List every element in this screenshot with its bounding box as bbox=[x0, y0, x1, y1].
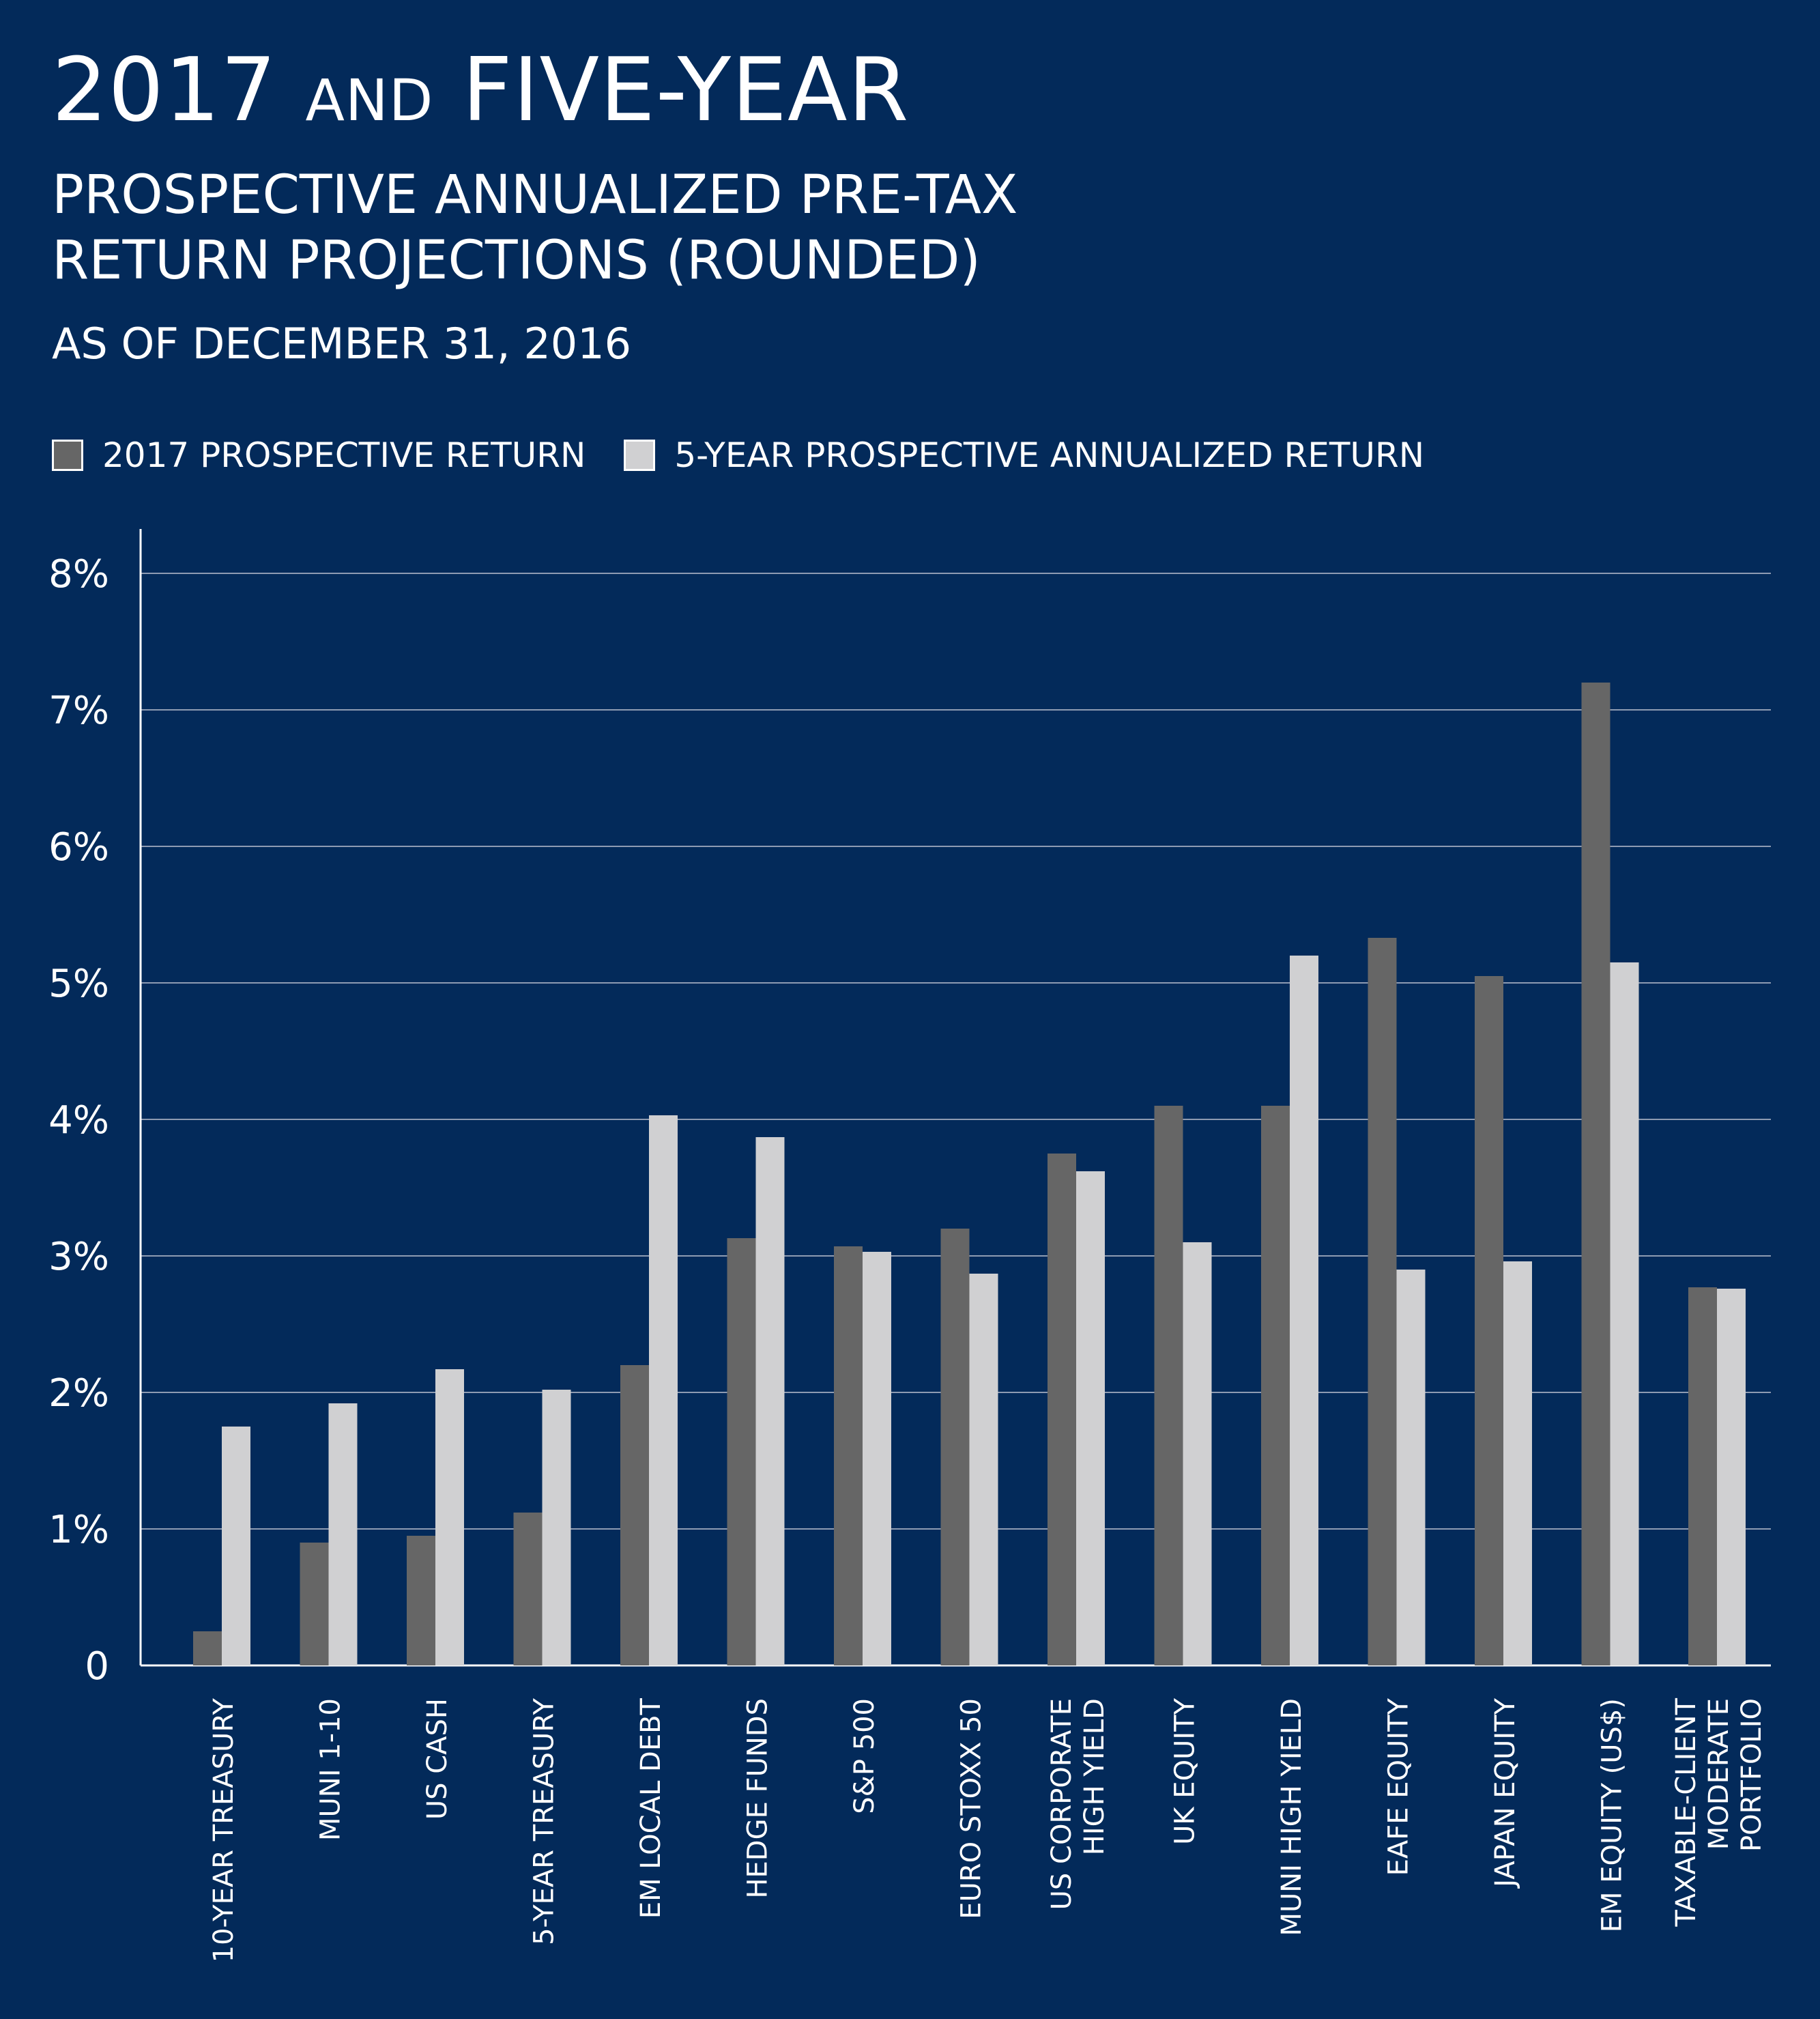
chart-legend: 2017 PROSPECTIVE RETURN 5-YEAR PROSPECTI… bbox=[52, 435, 1462, 475]
as-of-date: AS OF DECEMBER 31, 2016 bbox=[52, 319, 632, 369]
bar-2017 bbox=[1688, 1287, 1717, 1665]
x-tick-label: 10-YEAR TREASURY bbox=[208, 1698, 240, 1962]
bar-5yr bbox=[1076, 1171, 1105, 1665]
bar-5yr bbox=[1396, 1270, 1426, 1665]
bar-5yr bbox=[755, 1137, 785, 1665]
bar-5yr bbox=[435, 1369, 464, 1665]
y-tick-label: 2% bbox=[48, 1371, 109, 1416]
bar-5yr bbox=[1717, 1289, 1746, 1665]
x-tick-label: S&P 500 bbox=[849, 1698, 880, 1814]
bar-5yr bbox=[328, 1403, 358, 1665]
bar-5yr bbox=[1183, 1242, 1212, 1665]
legend-swatch-2017 bbox=[52, 440, 83, 471]
bar-2017 bbox=[1475, 976, 1503, 1665]
subtitle-line-2: RETURN PROJECTIONS (ROUNDED) bbox=[52, 230, 981, 291]
bar-5yr bbox=[1610, 962, 1639, 1665]
bar-2017 bbox=[300, 1543, 329, 1665]
chart-subtitle: PROSPECTIVE ANNUALIZED PRE-TAX RETURN PR… bbox=[52, 162, 1017, 293]
title-connector: AND bbox=[305, 67, 434, 134]
y-tick-label: 0 bbox=[85, 1644, 109, 1689]
x-tick-label: EAFE EQUITY bbox=[1383, 1698, 1415, 1876]
legend-label-2017: 2017 PROSPECTIVE RETURN bbox=[102, 435, 586, 475]
legend-item-5yr: 5-YEAR PROSPECTIVE ANNUALIZED RETURN bbox=[624, 435, 1424, 475]
y-tick-label: 3% bbox=[48, 1235, 109, 1279]
subtitle-line-1: PROSPECTIVE ANNUALIZED PRE-TAX bbox=[52, 164, 1018, 226]
x-tick-label: MODERATE bbox=[1703, 1698, 1735, 1850]
bar-5yr bbox=[1290, 956, 1318, 1665]
bar-5yr bbox=[542, 1390, 571, 1665]
x-tick-label: TAXABLE-CLIENT bbox=[1671, 1698, 1702, 1927]
x-tick-label: UK EQUITY bbox=[1170, 1698, 1201, 1844]
chart-title: 2017 AND FIVE-YEAR bbox=[52, 40, 1017, 152]
bar-5yr bbox=[863, 1252, 891, 1665]
x-tick-label: JAPAN EQUITY bbox=[1490, 1698, 1521, 1889]
x-tick-label: EM LOCAL DEBT bbox=[635, 1698, 667, 1919]
y-tick-label: 1% bbox=[48, 1508, 109, 1552]
bar-5yr bbox=[222, 1427, 250, 1665]
title-year: 2017 bbox=[52, 40, 277, 141]
bar-2017 bbox=[620, 1365, 649, 1665]
y-tick-label: 8% bbox=[48, 552, 109, 597]
legend-item-2017: 2017 PROSPECTIVE RETURN bbox=[52, 435, 586, 475]
x-tick-label: EM EQUITY (US$) bbox=[1597, 1698, 1628, 1932]
x-tick-label: HEDGE FUNDS bbox=[742, 1698, 774, 1899]
legend-swatch-5yr bbox=[624, 440, 656, 471]
bar-2017 bbox=[513, 1513, 543, 1665]
y-tick-label: 7% bbox=[48, 689, 109, 733]
bar-2017 bbox=[407, 1536, 435, 1665]
bar-2017 bbox=[1581, 683, 1610, 1665]
bar-2017 bbox=[940, 1229, 970, 1665]
bar-5yr bbox=[969, 1274, 998, 1665]
bar-2017 bbox=[1261, 1106, 1290, 1665]
x-tick-label: EURO STOXX 50 bbox=[956, 1698, 987, 1919]
bar-2017 bbox=[1048, 1154, 1076, 1665]
title-rest: FIVE-YEAR bbox=[462, 40, 910, 141]
y-tick-label: 4% bbox=[48, 1098, 109, 1143]
bar-2017 bbox=[193, 1631, 222, 1665]
y-tick-label: 5% bbox=[48, 962, 109, 1006]
x-tick-label: MUNI HIGH YIELD bbox=[1276, 1698, 1308, 1936]
bar-5yr bbox=[649, 1115, 678, 1665]
bar-2017 bbox=[1154, 1106, 1183, 1665]
bar-5yr bbox=[1503, 1261, 1532, 1665]
x-tick-label: PORTFOLIO bbox=[1736, 1698, 1767, 1852]
y-tick-label: 6% bbox=[48, 825, 109, 870]
bar-2017 bbox=[1368, 938, 1397, 1665]
x-tick-label: US CORPORATE bbox=[1046, 1698, 1078, 1910]
x-tick-label: HIGH YIELD bbox=[1079, 1698, 1110, 1855]
x-tick-label: 5-YEAR TREASURY bbox=[529, 1698, 560, 1945]
legend-label-5yr: 5-YEAR PROSPECTIVE ANNUALIZED RETURN bbox=[674, 435, 1425, 475]
bar-2017 bbox=[727, 1238, 756, 1665]
bar-2017 bbox=[834, 1246, 863, 1665]
x-tick-label: MUNI 1-10 bbox=[315, 1698, 347, 1841]
x-tick-label: US CASH bbox=[422, 1698, 453, 1820]
title-block: 2017 AND FIVE-YEAR PROSPECTIVE ANNUALIZE… bbox=[52, 40, 1017, 370]
